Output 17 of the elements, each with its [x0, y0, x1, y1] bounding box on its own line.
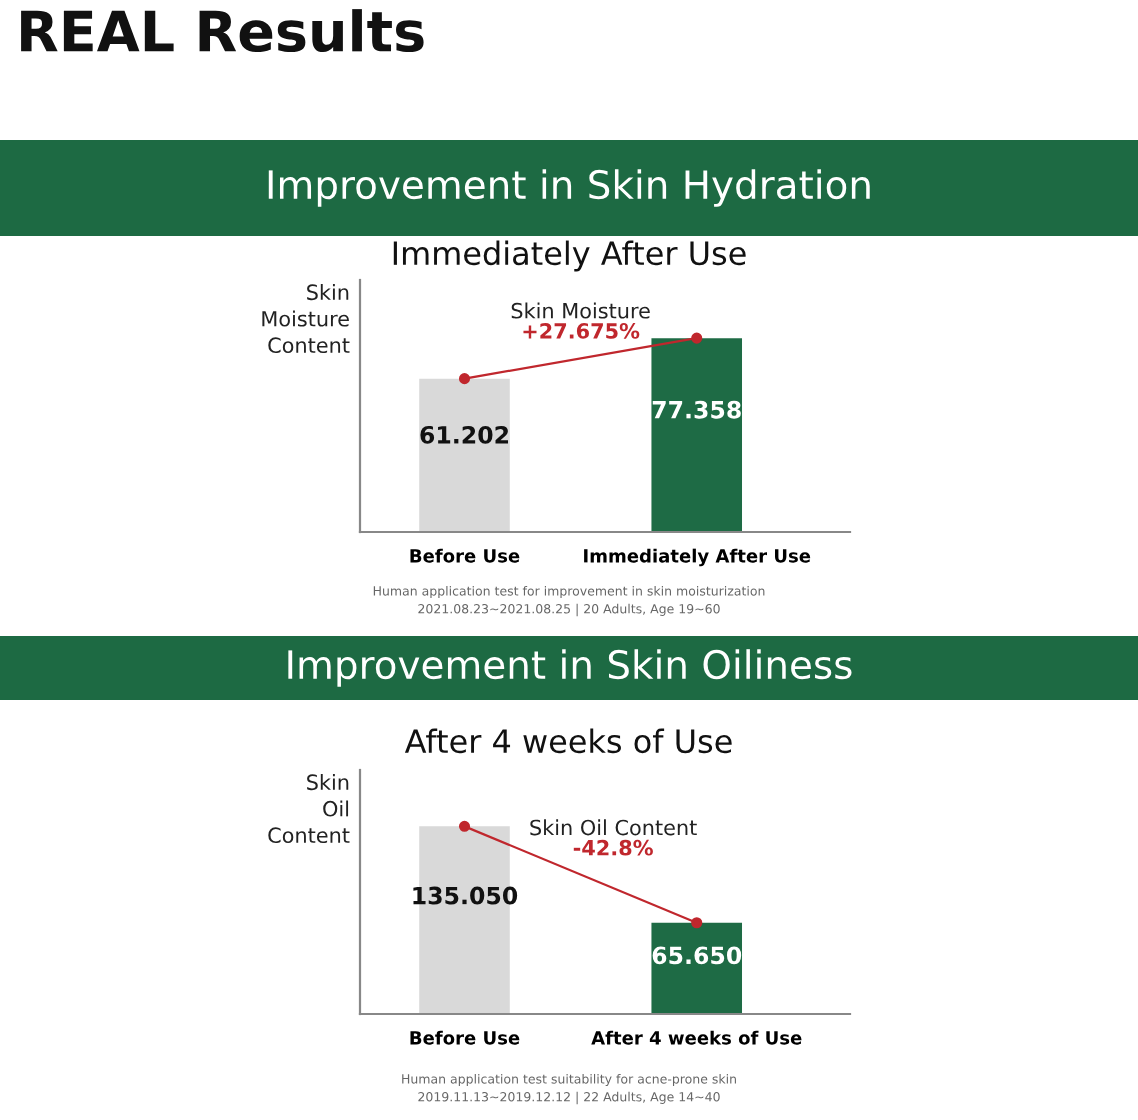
annotation: -42.8%	[573, 839, 653, 856]
chart-subtitle: After 4 weeks of Use	[404, 728, 732, 754]
chart-title: Improvement in Skin Oiliness	[288, 649, 852, 687]
annotation: +27.675%	[523, 323, 640, 339]
chart-subtitle: Immediately After Use	[393, 240, 746, 272]
series-label: Skin Moisture	[511, 302, 650, 319]
data-label: 65.650	[652, 946, 742, 965]
y-axis-title: Skin Moisture Content	[262, 284, 350, 354]
series-label: Skin Oil Content	[530, 819, 697, 836]
x-tick-label: Before Use	[410, 1030, 520, 1045]
data-label: 61.202	[420, 425, 509, 444]
chart-title: Improvement in Skin Hydration	[268, 169, 870, 207]
text: REAL Results	[21, 9, 424, 53]
data-label: 135.050	[413, 886, 518, 905]
y-axis-title: Skin Oil Content	[268, 774, 350, 844]
data-label: 77.358	[652, 400, 741, 419]
x-tick-label: Before Use	[410, 548, 520, 563]
